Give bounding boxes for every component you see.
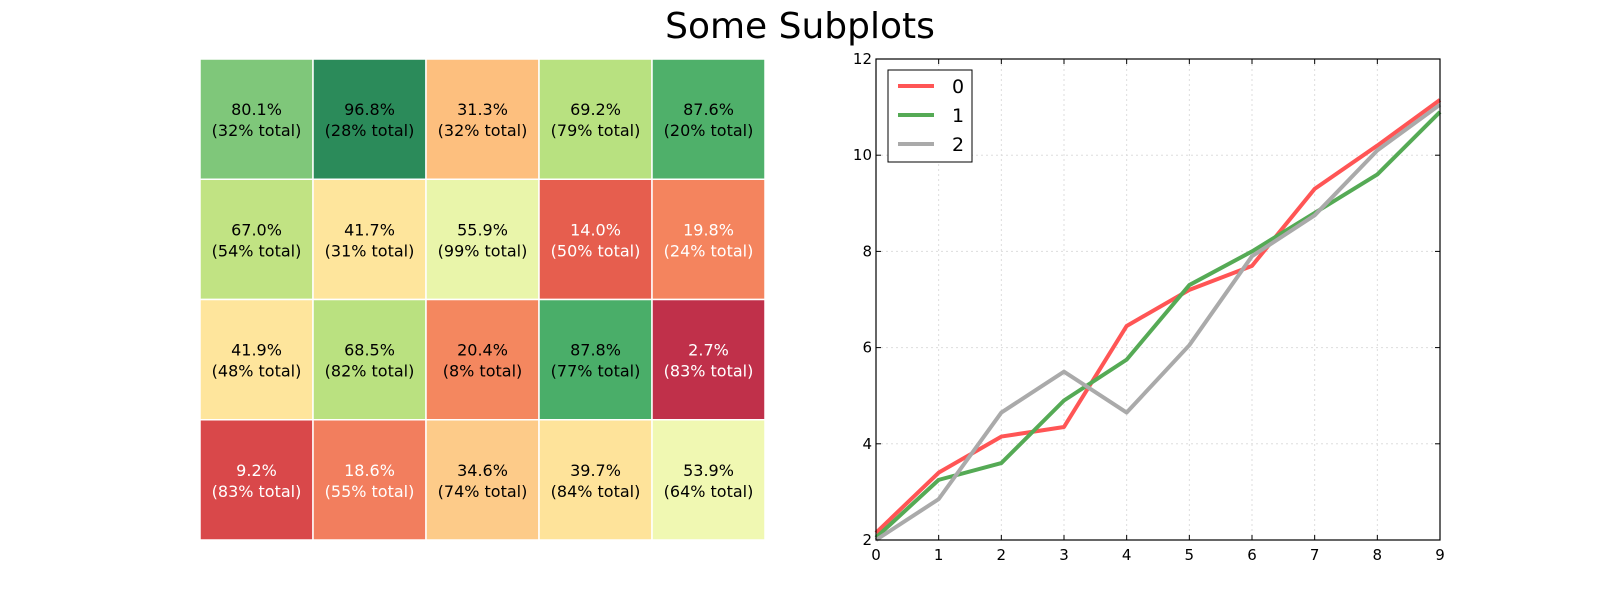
heatmap-cell xyxy=(199,58,314,180)
heatmap-cell-percent: 2.7% xyxy=(688,341,729,360)
heatmap-cell xyxy=(312,298,427,421)
heatmap-cell-total: (8% total) xyxy=(443,362,523,381)
heatmap-cell-total: (28% total) xyxy=(325,121,415,140)
y-tick-label: 8 xyxy=(862,242,872,260)
y-tick-label: 10 xyxy=(853,146,872,164)
heatmap-cell-percent: 53.9% xyxy=(683,461,734,480)
heatmap-cell xyxy=(425,58,540,180)
figure-title: Some Subplots xyxy=(665,6,935,47)
heatmap-cell-total: (83% total) xyxy=(664,362,754,381)
heatmap-cell-total: (54% total) xyxy=(212,241,302,260)
heatmap-chart: 80.1% (32% total) 96.8% (28% total) 31.3% (32… xyxy=(199,58,766,541)
legend-label: 0 xyxy=(952,76,964,98)
heatmap-cell-percent: 68.5% xyxy=(344,341,395,360)
heatmap-cell-percent: 9.2% xyxy=(236,461,277,480)
y-tick-label: 2 xyxy=(862,531,872,549)
x-tick-label: 5 xyxy=(1185,546,1195,564)
heatmap-cell-total: (79% total) xyxy=(551,121,641,140)
x-tick-label: 2 xyxy=(997,546,1007,564)
heatmap-cell xyxy=(651,178,766,301)
heatmap-cell-percent: 18.6% xyxy=(344,461,395,480)
heatmap-cell-percent: 41.7% xyxy=(344,220,395,239)
heatmap-cell xyxy=(538,58,653,180)
heatmap-cell xyxy=(651,419,766,541)
heatmap-cell xyxy=(312,178,427,301)
heatmap-cell-total: (83% total) xyxy=(212,482,302,501)
heatmap-cell xyxy=(651,298,766,421)
heatmap-cell xyxy=(199,178,314,301)
heatmap-cell-total: (77% total) xyxy=(551,362,641,381)
y-tick-label: 6 xyxy=(862,339,872,357)
heatmap-cell xyxy=(312,58,427,180)
heatmap-cell-total: (50% total) xyxy=(551,241,641,260)
x-tick-label: 4 xyxy=(1122,546,1132,564)
heatmap-cell-total: (84% total) xyxy=(551,482,641,501)
heatmap-cell-total: (82% total) xyxy=(325,362,415,381)
heatmap-cell-percent: 55.9% xyxy=(457,220,508,239)
y-tick-label: 12 xyxy=(853,50,872,68)
series-line-1 xyxy=(874,110,1442,540)
heatmap-cell-percent: 19.8% xyxy=(683,220,734,239)
heatmap-cell xyxy=(199,298,314,421)
heatmap-cell-total: (48% total) xyxy=(212,362,302,381)
heatmap-cell-total: (20% total) xyxy=(664,121,754,140)
x-tick-label: 9 xyxy=(1435,546,1445,564)
heatmap-cell-total: (55% total) xyxy=(325,482,415,501)
heatmap-cell xyxy=(425,298,540,421)
y-tick-label: 4 xyxy=(862,435,872,453)
line-chart-panel: 0 1 2 3 4 5 6 7 8 9 2 4 6 8 10 12 0 1 2 xyxy=(800,40,1500,580)
heatmap-cell-total: (31% total) xyxy=(325,241,415,260)
heatmap-cell xyxy=(651,58,766,180)
heatmap-cell xyxy=(538,298,653,421)
heatmap-cell-percent: 87.6% xyxy=(683,100,734,119)
x-tick-label: 0 xyxy=(871,546,881,564)
x-tick-label: 6 xyxy=(1247,546,1257,564)
heatmap-cell xyxy=(538,419,653,541)
x-tick-label: 8 xyxy=(1373,546,1383,564)
heatmap-cell-total: (32% total) xyxy=(438,121,528,140)
heatmap-cell-percent: 39.7% xyxy=(570,461,621,480)
heatmap-panel: 80.1% (32% total) 96.8% (28% total) 31.3% (32… xyxy=(199,58,766,541)
heatmap-cell-percent: 80.1% xyxy=(231,100,282,119)
heatmap-cell xyxy=(199,419,314,541)
legend-label: 1 xyxy=(952,105,964,127)
heatmap-cell-percent: 96.8% xyxy=(344,100,395,119)
heatmap-cell-percent: 41.9% xyxy=(231,341,282,360)
heatmap-cell-percent: 69.2% xyxy=(570,100,621,119)
heatmap-cell-percent: 67.0% xyxy=(231,220,282,239)
heatmap-cell-total: (24% total) xyxy=(664,241,754,260)
heatmap-cell-total: (99% total) xyxy=(438,241,528,260)
heatmap-cell-percent: 20.4% xyxy=(457,341,508,360)
heatmap-cell xyxy=(312,419,427,541)
heatmap-cell-percent: 31.3% xyxy=(457,100,508,119)
x-tick-label: 7 xyxy=(1310,546,1320,564)
heatmap-cell xyxy=(538,178,653,301)
heatmap-cell xyxy=(425,419,540,541)
x-tick-label: 3 xyxy=(1059,546,1069,564)
heatmap-cell xyxy=(425,178,540,301)
heatmap-cell-percent: 87.8% xyxy=(570,341,621,360)
heatmap-cell-percent: 14.0% xyxy=(570,220,621,239)
heatmap-cell-total: (74% total) xyxy=(438,482,528,501)
heatmap-cell-total: (64% total) xyxy=(664,482,754,501)
heatmap-cell-total: (32% total) xyxy=(212,121,302,140)
legend-label: 2 xyxy=(952,134,964,156)
series-line-2 xyxy=(874,103,1442,542)
heatmap-cell-percent: 34.6% xyxy=(457,461,508,480)
x-tick-label: 1 xyxy=(934,546,944,564)
legend: 0 1 2 xyxy=(887,69,973,163)
plot-frame xyxy=(875,58,1441,541)
